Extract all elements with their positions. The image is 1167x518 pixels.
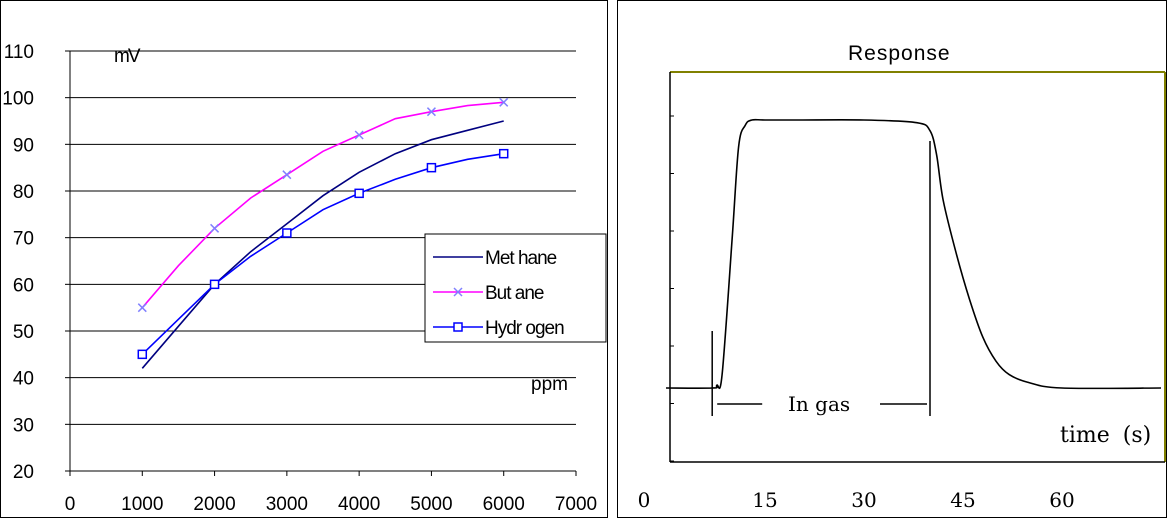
x-marker: [426, 107, 436, 117]
legend-entry-label: But ane: [485, 283, 544, 304]
in-gas-bracket: [711, 141, 931, 416]
square-marker: [282, 228, 292, 238]
series-line-1: [141, 101, 504, 309]
x-axis-label: ppm: [531, 374, 568, 395]
x-marker: [354, 130, 364, 140]
legend-entry-label: Hydr ogen: [485, 318, 564, 339]
x-marker: [137, 303, 147, 313]
y-tick-label: 70: [13, 229, 34, 250]
y-tick-label: 60: [13, 275, 34, 296]
y-tick-label: 50: [13, 322, 34, 343]
x-axis-label: time (s): [1060, 423, 1151, 448]
line-chart-panel: 20 30 40 50 60 70 80 90 100 110 0 1000 2000 3000 4000 5…: [0, 0, 608, 518]
legend: Met hane But ane Hydr ogen: [424, 233, 607, 343]
square-marker: [498, 148, 509, 159]
y-tick-label: 20: [13, 462, 34, 483]
square-marker: [354, 188, 364, 199]
x-tick-label: 7000: [555, 494, 597, 515]
x-marker-stroke: [426, 107, 436, 117]
x-tick-label: 0: [65, 494, 76, 515]
x-marker-stroke: [137, 303, 147, 313]
x-marker: [210, 223, 220, 233]
legend-x-marker: [453, 287, 463, 297]
response-chart-panel: Response 0 15 30 45 60 time (s) In gas: [617, 0, 1167, 518]
x-tick-label: 6000: [483, 494, 525, 515]
response-curve: [665, 118, 1162, 390]
x-tick-label: 15: [752, 488, 777, 512]
y-tick-label: 110: [4, 42, 34, 63]
square-marker: [426, 162, 437, 173]
y-axis-label: mV: [114, 46, 141, 67]
legend-square-marker: [453, 322, 463, 332]
response-time-chart: Response 0 15 30 45 60 time (s) In gas: [638, 42, 1166, 512]
y-tick-label: 100: [2, 89, 34, 110]
x-tick-label: 1000: [121, 494, 163, 515]
x-tick-label: 5000: [410, 494, 452, 515]
x-tick-label: 30: [851, 488, 876, 512]
x-marker-stroke: [210, 223, 220, 233]
x-marker-stroke: [282, 170, 292, 180]
square-marker: [209, 279, 220, 290]
x-tick-label: 4000: [338, 494, 380, 515]
x-tick-label: 45: [950, 488, 975, 512]
series-line-0: [141, 120, 504, 369]
legend-entry-label: Met hane: [485, 248, 557, 269]
y-tick-label: 40: [13, 369, 34, 390]
x-marker-stroke: [499, 97, 509, 107]
x-tick-label: 3000: [266, 494, 308, 515]
mv-vs-ppm-chart: 20 30 40 50 60 70 80 90 100 110 0 1000 2000 3000 4000 5…: [2, 42, 607, 515]
in-gas-annotation: In gas: [788, 392, 850, 416]
x-marker: [282, 170, 292, 180]
x-tick-label: 60: [1049, 488, 1074, 512]
x-marker: [499, 97, 509, 107]
series-line-2: [141, 152, 504, 355]
x-marker-stroke: [354, 130, 364, 140]
y-tick-label: 80: [13, 182, 34, 203]
x-tick-label: 2000: [193, 494, 235, 515]
x-tick-label: 0: [638, 488, 651, 512]
square-marker: [137, 349, 148, 360]
y-tick-label: 90: [13, 135, 34, 156]
chart-title: Response: [848, 42, 951, 65]
y-tick-label: 30: [13, 415, 34, 436]
